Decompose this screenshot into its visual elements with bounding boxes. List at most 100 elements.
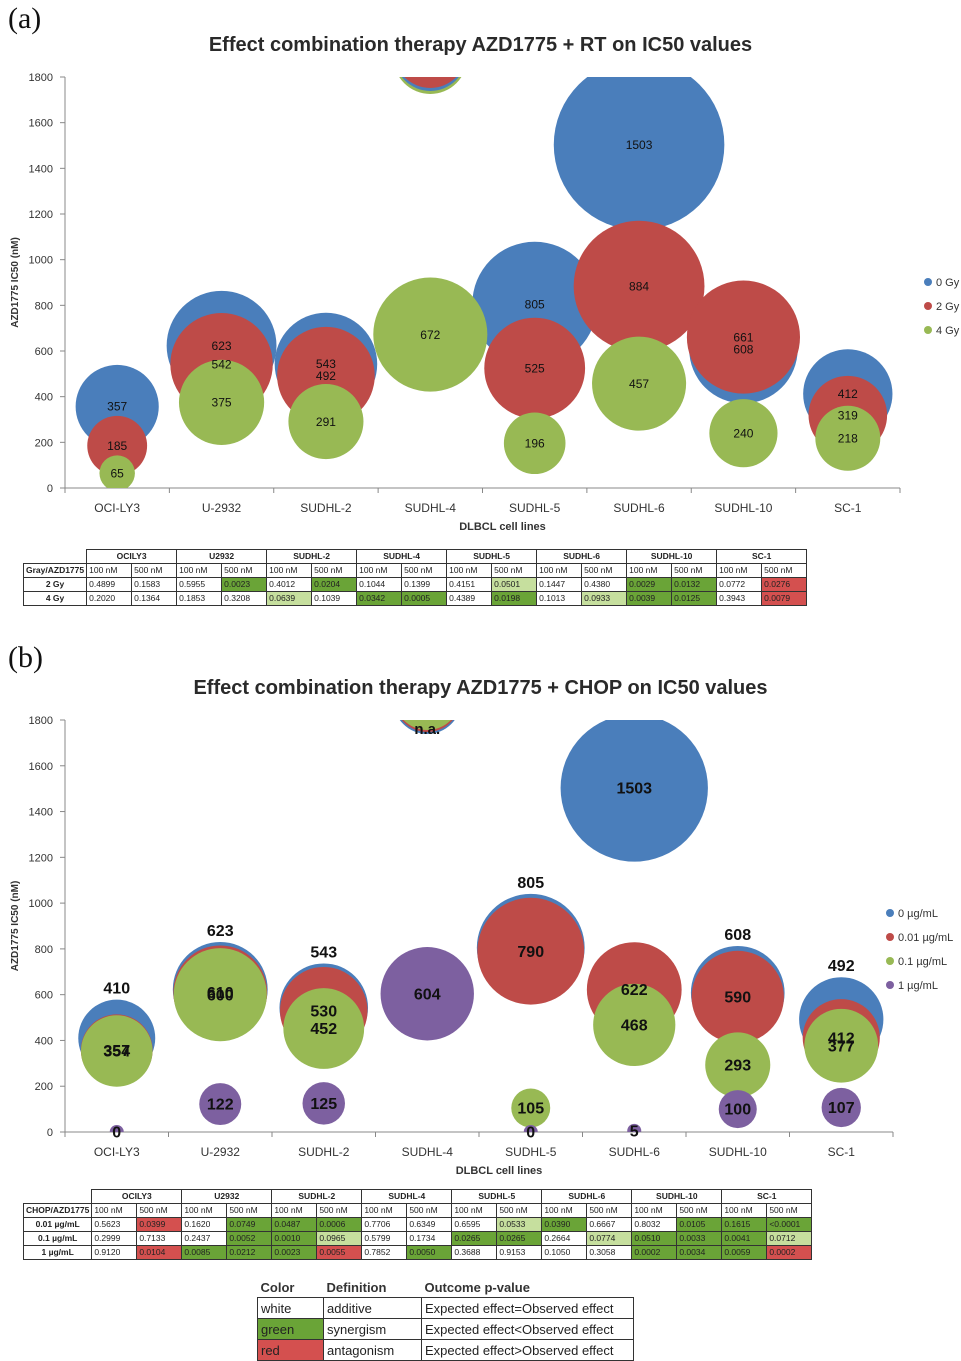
table-cell-pvalue: 0.0342 [356, 591, 403, 606]
legend-color-white: white [257, 1297, 324, 1319]
table-cell-pvalue: 0.5623 [91, 1217, 138, 1232]
table-cell-dose-header: 100 nM [361, 1203, 408, 1218]
table-cell-dose-header: 100 nM [536, 563, 583, 578]
y-tick-label: 800 [35, 300, 53, 312]
x-tick-label: SUDHL-10 [709, 1145, 767, 1159]
data-label: 357 [107, 400, 127, 414]
table-cell-dose-header: 500 nM [226, 1203, 273, 1218]
table-cell-dose-header: 100 nM [176, 563, 223, 578]
x-tick-label: OCI-LY3 [94, 1145, 140, 1159]
y-tick-label: 800 [35, 944, 53, 956]
table-cell-line-header: SUDHL-5 [446, 549, 538, 564]
table-cell-pvalue: 0.6595 [451, 1217, 498, 1232]
legend-marker [886, 909, 894, 917]
table-cell-pvalue: 0.0002 [766, 1245, 813, 1260]
legend-label: 0.1 µg/mL [898, 956, 947, 968]
legend-outcome: Expected effect>Observed effect [421, 1339, 634, 1361]
table-cell-pvalue: 0.9153 [496, 1245, 543, 1260]
table-cell-pvalue: 0.4380 [581, 577, 628, 592]
bubble-2 [511, 1088, 551, 1128]
table-cell-pvalue: 0.2020 [86, 591, 133, 606]
table-cell-pvalue: 0.0265 [451, 1231, 498, 1246]
legend-definition: additive [323, 1297, 422, 1319]
table-cell-pvalue: 0.0639 [266, 591, 313, 606]
bubble-3 [380, 947, 474, 1041]
legend-marker [924, 326, 932, 334]
y-axis-label: AZD1775 IC50 (nM) [10, 237, 21, 328]
table-cell-dose-header: 500 nM [136, 1203, 183, 1218]
data-label: 5 [630, 1123, 639, 1140]
x-tick-label: U-2932 [201, 1145, 241, 1159]
table-cell-pvalue: 0.1399 [401, 577, 448, 592]
table-row-label: 0.01 µg/mL [22, 1217, 93, 1232]
data-label: 600 [207, 987, 234, 1004]
table-cell-line-header: SUDHL-10 [626, 549, 718, 564]
table-row: 0.01 µg/mL 0.5623 0.0399 0.1620 0.0749 0.0487… [22, 1217, 813, 1232]
table-cell-pvalue: 0.0039 [626, 591, 673, 606]
legend-label: 2 Gy [936, 301, 960, 313]
y-tick-label: 1400 [29, 163, 53, 175]
table-cell-pvalue: 0.0002 [631, 1245, 678, 1260]
legend-definition: synergism [323, 1318, 422, 1340]
table-cell-dose-header: 100 nM [716, 563, 763, 578]
data-label: 542 [212, 357, 232, 371]
table-cell-dose-header: 500 nM [406, 1203, 453, 1218]
legend-marker [924, 278, 932, 286]
y-tick-label: 1200 [29, 852, 53, 864]
table-cell-pvalue: 0.0006 [316, 1217, 363, 1232]
table-cell-pvalue: 0.0105 [676, 1217, 723, 1232]
table-cell-pvalue: 0.7852 [361, 1245, 408, 1260]
table-cell-pvalue: 0.6349 [406, 1217, 453, 1232]
data-label: 293 [724, 1058, 751, 1075]
bubble-2 [592, 336, 687, 431]
table-cell-line-header: U2932 [176, 549, 268, 564]
table-cell-pvalue: 0.7706 [361, 1217, 408, 1232]
table-cell-line-header: SUDHL-4 [361, 1189, 453, 1204]
bubble-2 [283, 988, 365, 1069]
x-tick-label: SUDHL-2 [298, 1145, 350, 1159]
table-cell-line-header: SUDHL-5 [451, 1189, 543, 1204]
table-cell-pvalue: 0.0023 [271, 1245, 318, 1260]
data-label: 805 [525, 297, 545, 311]
panel-b-label: (b) [8, 641, 43, 674]
data-label: 884 [629, 279, 649, 293]
table-cell-dose-header: 100 nM [626, 563, 673, 578]
table-cell-pvalue: 0.0059 [721, 1245, 768, 1260]
data-label: 125 [310, 1096, 337, 1113]
table-cell-pvalue: 0.7133 [136, 1231, 183, 1246]
table-row: 0.1 µg/mL 0.2999 0.7133 0.2437 0.0052 0.0010 0… [22, 1231, 813, 1246]
legend-outcome: Expected effect<Observed effect [421, 1318, 634, 1340]
bubble-2 [288, 384, 364, 460]
data-label: 468 [621, 1017, 648, 1034]
bubble-3 [821, 1087, 861, 1128]
y-tick-label: 1000 [29, 898, 53, 910]
table-row-label: 4 Gy [22, 591, 88, 606]
table-cell-line-header: SC-1 [716, 549, 808, 564]
legend-marker [924, 302, 932, 310]
table-row-label: 2 Gy [22, 577, 88, 592]
table-row: 2 Gy 0.4899 0.1583 0.5955 0.0023 0.4012 0.0204… [22, 577, 808, 592]
table-cell-pvalue: 0.1583 [131, 577, 178, 592]
chart-b-title: Effect combination therapy AZD1775 + CHO… [193, 677, 768, 699]
bubble-1 [484, 317, 586, 419]
table-cell-dose-header: 100 nM [86, 563, 133, 578]
data-label: 608 [724, 927, 751, 944]
table-corner-label: CHOP/AZD1775 [22, 1203, 93, 1218]
legend-outcome: Expected effect=Observed effect [421, 1297, 634, 1319]
data-label: 105 [517, 1101, 544, 1118]
color-legend-table: Color Definition Outcome p-value white a… [257, 1277, 634, 1361]
table-cell-pvalue: 0.0965 [316, 1231, 363, 1246]
x-tick-label: SUDHL-5 [505, 1145, 557, 1159]
data-label: 377 [828, 1038, 855, 1055]
table-cell-dose-header: 100 nM [631, 1203, 678, 1218]
data-label: 218 [838, 431, 858, 445]
bubble-3 [109, 1125, 124, 1132]
bubble-0 [560, 720, 708, 862]
data-label: 0 [112, 1125, 121, 1142]
table-cell-pvalue: 0.0510 [631, 1231, 678, 1246]
bubble-2 [99, 455, 135, 488]
table-cell-dose-header: 500 nM [491, 563, 538, 578]
data-label: 100 [724, 1102, 751, 1119]
bubble-2 [705, 1032, 771, 1098]
table-cell-dose-header: 500 nM [316, 1203, 363, 1218]
